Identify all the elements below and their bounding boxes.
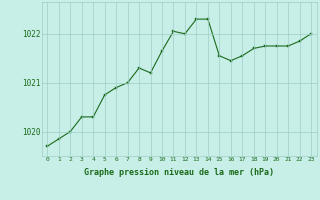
X-axis label: Graphe pression niveau de la mer (hPa): Graphe pression niveau de la mer (hPa) [84, 168, 274, 177]
